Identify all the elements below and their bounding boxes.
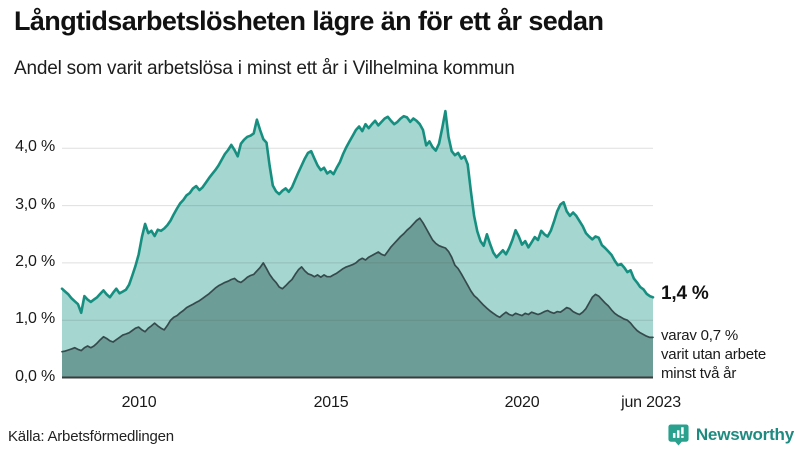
end-note-label: varav 0,7 % varit utan arbete minst två … — [661, 327, 766, 382]
newsworthy-chart-bubble-icon — [667, 423, 690, 447]
y-axis-label-0: 0,0 % — [15, 368, 55, 385]
y-axis-label-1: 1,0 % — [15, 310, 55, 327]
newsworthy-logo: Newsworthy — [667, 423, 794, 447]
end-value-label: 1,4 % — [661, 283, 709, 304]
x-axis-label-jun-2023: jun 2023 — [621, 394, 681, 411]
brand-name: Newsworthy — [695, 425, 794, 444]
source-note: Källa: Arbetsförmedlingen — [8, 428, 174, 445]
x-axis-label-2010: 2010 — [121, 394, 157, 411]
x-axis-label-2020: 2020 — [504, 394, 540, 411]
page-subtitle: Andel som varit arbetslösa i minst ett å… — [14, 58, 515, 79]
y-axis-label-2: 2,0 % — [15, 253, 55, 270]
page-title: Långtidsarbetslösheten lägre än för ett … — [14, 6, 604, 36]
y-axis-label-4: 4,0 % — [15, 138, 55, 155]
x-axis-label-2015: 2015 — [313, 394, 349, 411]
y-axis-label-3: 3,0 % — [15, 196, 55, 213]
